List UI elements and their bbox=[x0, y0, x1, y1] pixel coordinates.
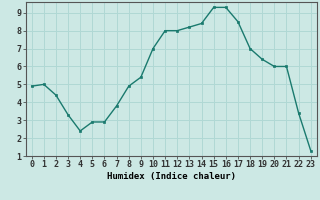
X-axis label: Humidex (Indice chaleur): Humidex (Indice chaleur) bbox=[107, 172, 236, 181]
